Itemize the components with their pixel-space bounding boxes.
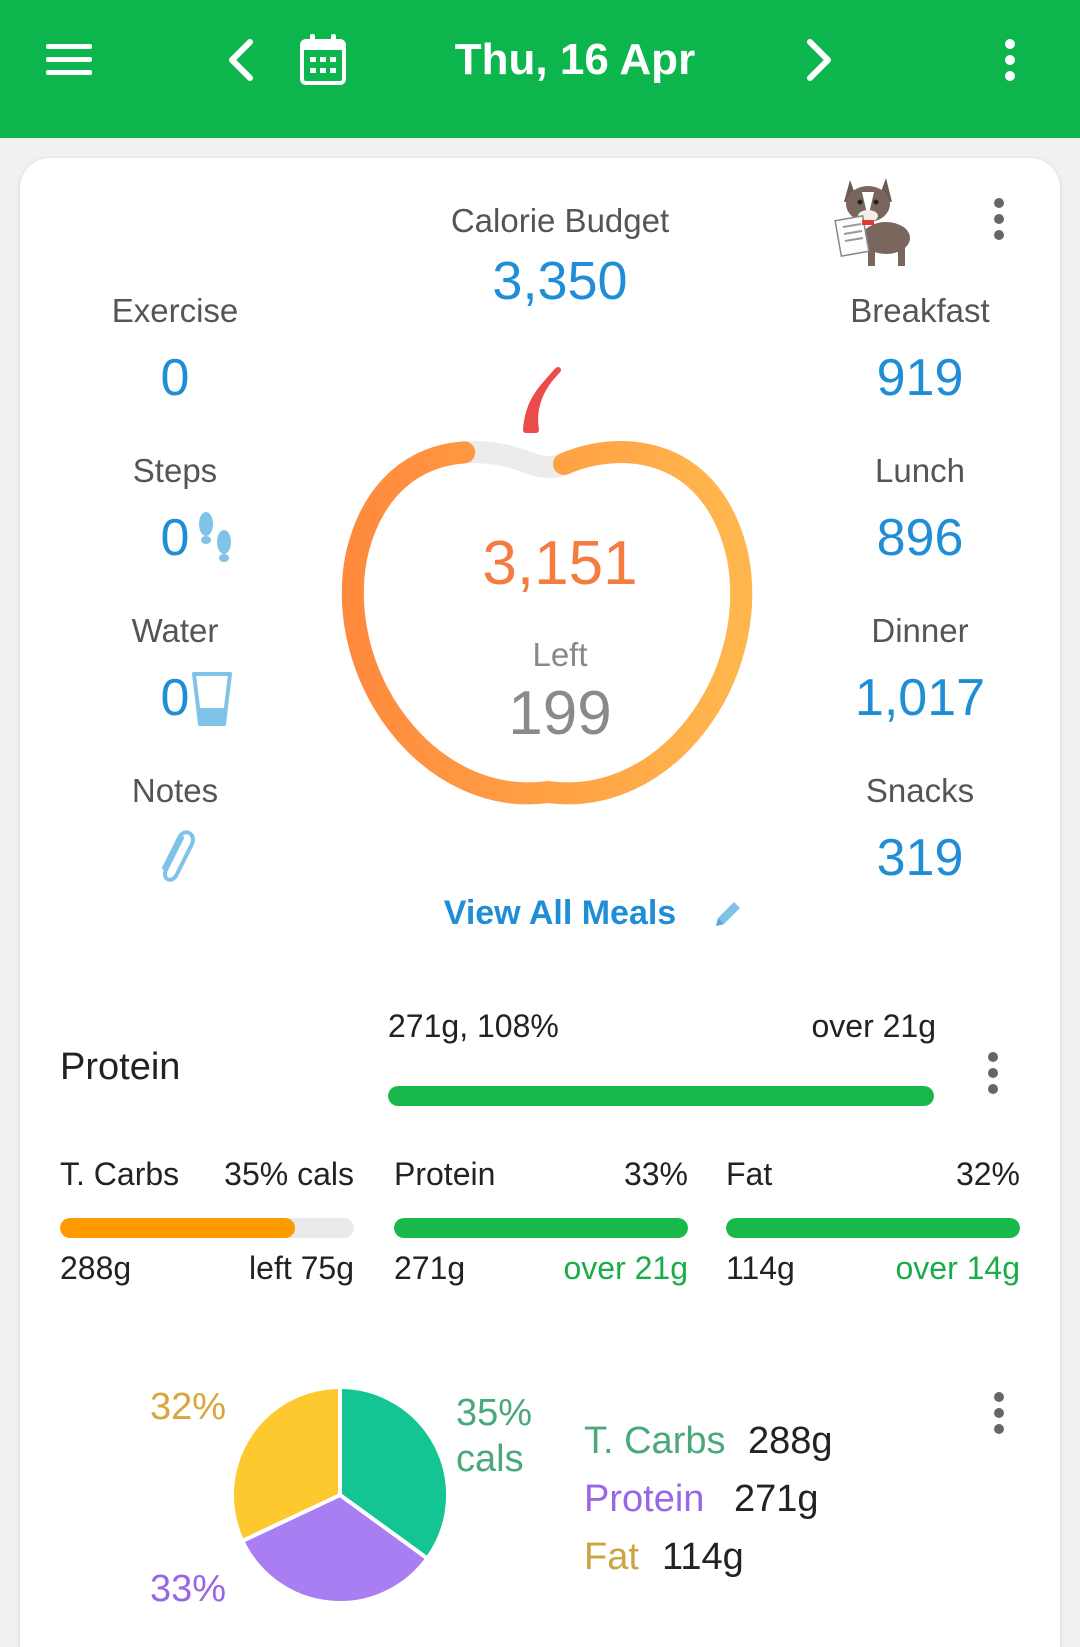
legend-protein-value: 271g xyxy=(734,1478,819,1520)
pie-slice-t-carbs[interactable] xyxy=(338,1385,450,1561)
legend-fat-name: Fat xyxy=(584,1536,639,1578)
dinner-value[interactable]: 1,017 xyxy=(854,669,986,727)
legend-protein-name: Protein xyxy=(584,1478,705,1520)
summary-more-icon[interactable] xyxy=(988,196,1010,242)
water-value[interactable]: 0 xyxy=(160,669,190,727)
pie-more-icon[interactable] xyxy=(988,1390,1010,1436)
protein-goal-bar-fill xyxy=(388,1086,934,1106)
macro-protein-bar-fill xyxy=(394,1218,688,1238)
protein-goal-status: over 21g xyxy=(811,1008,936,1044)
macro-fat-status: over 14g xyxy=(895,1250,1020,1286)
protein-goal-amount: 271g, 108% xyxy=(388,1008,559,1044)
daily-summary-card: Calorie Budget 3,350 Exercise 0 Steps 0 … xyxy=(20,158,1060,1647)
calories-left-value[interactable]: 199 xyxy=(508,679,612,748)
macro-carbs-name: T. Carbs xyxy=(60,1156,180,1192)
snacks-value[interactable]: 319 xyxy=(876,829,964,887)
chevron-right-icon[interactable] xyxy=(802,36,838,84)
lunch-label: Lunch xyxy=(875,452,965,489)
protein-goal-label: Protein xyxy=(60,1046,181,1088)
macro-carbs-pct: 35% cals xyxy=(224,1156,354,1192)
menu-icon[interactable] xyxy=(44,40,94,80)
footsteps-icon xyxy=(199,512,231,562)
macro-pie-chart[interactable] xyxy=(225,1380,455,1610)
paperclip-icon[interactable] xyxy=(152,824,198,890)
macro-protein-amount: 271g xyxy=(394,1250,466,1286)
exercise-label: Exercise xyxy=(111,292,239,329)
water-label: Water xyxy=(131,612,219,649)
date-title[interactable]: Thu, 16 Apr xyxy=(454,35,696,84)
macro-fat-pct: 32% xyxy=(955,1156,1020,1192)
steps-label: Steps xyxy=(132,452,218,489)
macro-carbs-bar-fill xyxy=(60,1218,296,1238)
legend-carbs-value: 288g xyxy=(748,1420,833,1462)
macro-protein-name: Protein xyxy=(394,1156,496,1192)
calendar-icon[interactable] xyxy=(298,32,348,88)
legend-carbs-name: T. Carbs xyxy=(584,1420,726,1462)
pie-label-carbs-unit: cals xyxy=(456,1438,524,1480)
protein-goal-bar xyxy=(388,1086,934,1106)
pie-label-protein-pct: 33% xyxy=(150,1568,227,1610)
macro-protein-bar xyxy=(394,1218,688,1238)
chevron-left-icon[interactable] xyxy=(222,36,258,84)
macro-protein-status: over 21g xyxy=(563,1250,688,1286)
pie-label-carbs-pct: 35% xyxy=(456,1392,533,1434)
dinner-label: Dinner xyxy=(871,612,969,649)
macro-carbs-amount: 288g xyxy=(60,1250,132,1286)
macro-fat-amount: 114g xyxy=(726,1250,795,1286)
apple-ring-progress xyxy=(341,441,753,805)
calorie-budget-label: Calorie Budget xyxy=(450,202,670,239)
pie-slice-fat[interactable] xyxy=(230,1385,342,1543)
pie-label-fat-pct: 32% xyxy=(150,1386,227,1428)
macro-fat-name: Fat xyxy=(726,1156,773,1192)
macro-protein-pct: 33% xyxy=(623,1156,688,1192)
macro-carbs-bar xyxy=(60,1218,354,1238)
edit-pencil-icon[interactable] xyxy=(710,896,746,932)
notes-label: Notes xyxy=(131,772,219,809)
view-all-meals-link[interactable]: View All Meals xyxy=(443,894,677,932)
calorie-budget-value[interactable]: 3,350 xyxy=(492,251,628,311)
calories-left-label: Left xyxy=(532,636,588,673)
calories-consumed[interactable]: 3,151 xyxy=(482,529,638,598)
macro-fat-bar xyxy=(726,1218,1020,1238)
lunch-value[interactable]: 896 xyxy=(876,509,964,567)
macro-fat-bar-fill xyxy=(726,1218,1020,1238)
legend-fat-value: 114g xyxy=(662,1536,744,1578)
breakfast-label: Breakfast xyxy=(850,292,990,329)
breakfast-value[interactable]: 919 xyxy=(876,349,964,407)
dog-mascot-icon xyxy=(834,178,910,266)
exercise-value[interactable]: 0 xyxy=(160,349,190,407)
water-glass-icon xyxy=(192,672,232,726)
protein-goal-more-icon[interactable] xyxy=(982,1050,1004,1096)
macro-carbs-status: left 75g xyxy=(249,1250,354,1286)
top-app-bar: Thu, 16 Apr xyxy=(0,0,1080,138)
calorie-apple-ring[interactable] xyxy=(320,358,780,838)
steps-value[interactable]: 0 xyxy=(160,509,190,567)
snacks-label: Snacks xyxy=(865,772,975,809)
pie-slice-protein[interactable] xyxy=(240,1493,430,1605)
more-vert-icon[interactable] xyxy=(998,36,1022,84)
